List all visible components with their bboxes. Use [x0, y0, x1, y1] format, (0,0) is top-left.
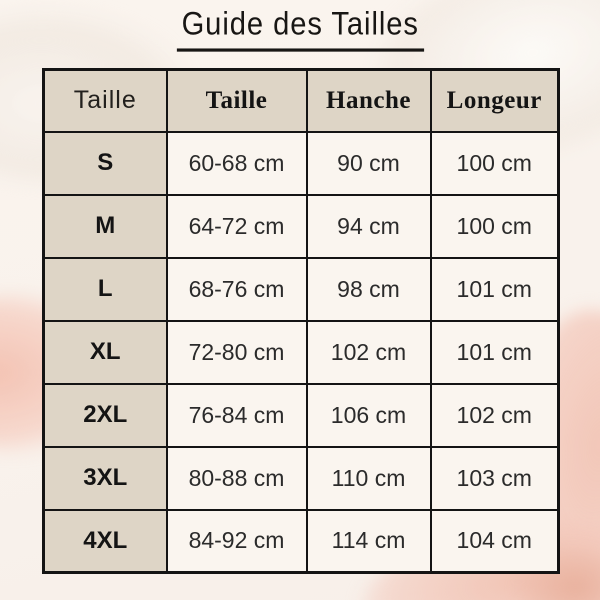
- cell-taille: 60-68 cm: [165, 130, 308, 196]
- cell-longeur: 101 cm: [429, 256, 560, 322]
- cell-hanche: 90 cm: [305, 130, 432, 196]
- cell-hanche: 106 cm: [305, 382, 432, 448]
- cell-taille: 64-72 cm: [165, 193, 308, 259]
- header-cell-waist: Taille: [165, 68, 308, 133]
- row-size-label: XL: [42, 319, 168, 385]
- cell-longeur: 100 cm: [429, 130, 560, 196]
- table-row: 4XL 84-92 cm 114 cm 104 cm: [42, 508, 560, 574]
- row-size-label: 2XL: [42, 382, 168, 448]
- table-row: S 60-68 cm 90 cm 100 cm: [42, 130, 560, 196]
- cell-taille: 72-80 cm: [165, 319, 308, 385]
- cell-longeur: 103 cm: [429, 445, 560, 511]
- cell-longeur: 104 cm: [429, 508, 560, 574]
- size-guide-table: Taille Taille Hanche Longeur S 60-68 cm …: [42, 68, 560, 574]
- cell-hanche: 102 cm: [305, 319, 432, 385]
- page-title-wrap: Guide des Tailles: [0, 5, 600, 52]
- cell-longeur: 101 cm: [429, 319, 560, 385]
- table-row: XL 72-80 cm 102 cm 101 cm: [42, 319, 560, 385]
- cell-hanche: 94 cm: [305, 193, 432, 259]
- table-row: 3XL 80-88 cm 110 cm 103 cm: [42, 445, 560, 511]
- cell-hanche: 110 cm: [305, 445, 432, 511]
- cell-taille: 68-76 cm: [165, 256, 308, 322]
- header-cell-size: Taille: [42, 68, 168, 133]
- cell-hanche: 98 cm: [305, 256, 432, 322]
- table-row: L 68-76 cm 98 cm 101 cm: [42, 256, 560, 322]
- cell-taille: 80-88 cm: [165, 445, 308, 511]
- cell-taille: 76-84 cm: [165, 382, 308, 448]
- table-row: 2XL 76-84 cm 106 cm 102 cm: [42, 382, 560, 448]
- row-size-label: 3XL: [42, 445, 168, 511]
- header-cell-length: Longeur: [429, 68, 560, 133]
- header-row: Taille Taille Hanche Longeur: [42, 68, 560, 133]
- row-size-label: M: [42, 193, 168, 259]
- row-size-label: L: [42, 256, 168, 322]
- cell-taille: 84-92 cm: [165, 508, 308, 574]
- cell-hanche: 114 cm: [305, 508, 432, 574]
- page-title: Guide des Tailles: [176, 5, 424, 52]
- cell-longeur: 100 cm: [429, 193, 560, 259]
- header-cell-hip: Hanche: [305, 68, 432, 133]
- row-size-label: 4XL: [42, 508, 168, 574]
- table-row: M 64-72 cm 94 cm 100 cm: [42, 193, 560, 259]
- row-size-label: S: [42, 130, 168, 196]
- cell-longeur: 102 cm: [429, 382, 560, 448]
